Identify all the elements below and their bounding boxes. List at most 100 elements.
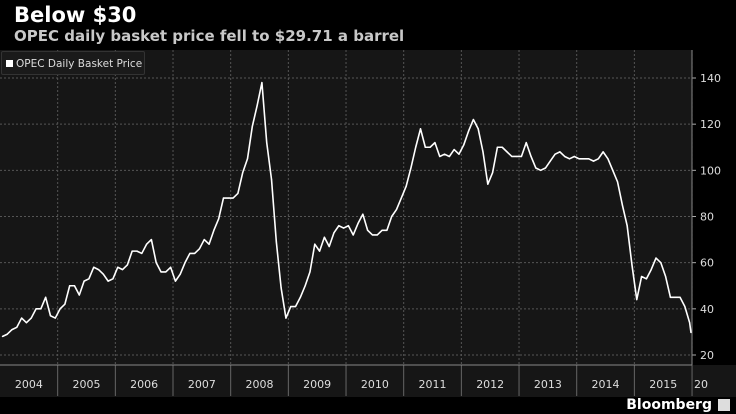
- data-point: [294, 305, 297, 308]
- data-point: [165, 271, 167, 273]
- data-point: [665, 275, 667, 278]
- data-point: [93, 266, 95, 268]
- data-point: [631, 264, 633, 266]
- data-point: [112, 278, 114, 280]
- data-point: [333, 232, 335, 234]
- data-point: [88, 278, 90, 280]
- legend: OPEC Daily Basket Price: [1, 51, 145, 75]
- data-point: [97, 268, 100, 271]
- data-point: [592, 160, 595, 162]
- data-point: [194, 252, 196, 255]
- data-point: [381, 229, 383, 231]
- x-tick-label: 2004: [15, 378, 43, 391]
- data-point: [367, 229, 369, 231]
- data-point: [660, 262, 662, 264]
- data-point: [35, 308, 37, 310]
- data-point: [477, 128, 479, 130]
- data-point: [424, 146, 426, 148]
- data-point: [1, 335, 4, 338]
- data-point: [203, 238, 205, 241]
- data-point: [83, 280, 85, 282]
- data-point: [227, 197, 229, 199]
- x-tick-label: 2009: [303, 378, 331, 391]
- data-point: [602, 151, 604, 153]
- x-tick-label: 2014: [592, 378, 620, 391]
- data-point: [419, 128, 422, 130]
- data-point: [285, 317, 287, 319]
- data-point: [304, 285, 306, 287]
- data-point: [150, 238, 152, 241]
- data-point: [246, 158, 249, 160]
- data-point: [328, 245, 330, 248]
- data-point: [549, 160, 551, 162]
- y-tick-label: 100: [700, 164, 721, 177]
- data-point: [621, 204, 623, 206]
- data-point: [573, 155, 575, 158]
- data-point: [30, 317, 32, 319]
- data-point: [352, 234, 354, 236]
- data-point: [338, 225, 340, 227]
- data-point: [597, 158, 599, 160]
- data-point: [516, 155, 518, 158]
- data-point: [222, 197, 225, 199]
- y-tick-label: 40: [700, 303, 714, 316]
- data-point: [386, 229, 388, 231]
- data-point: [136, 250, 138, 252]
- data-point: [636, 299, 638, 301]
- data-point: [155, 262, 157, 264]
- data-point: [690, 331, 692, 334]
- data-point: [141, 252, 143, 255]
- data-point: [650, 268, 652, 271]
- data-point: [107, 280, 109, 282]
- data-point: [251, 125, 253, 128]
- y-tick-label: 120: [700, 118, 721, 131]
- data-point: [69, 285, 71, 287]
- data-point: [655, 257, 657, 259]
- chart-title: Below $30: [14, 3, 137, 27]
- data-point: [443, 153, 446, 155]
- data-point: [270, 178, 273, 181]
- data-point: [261, 82, 263, 84]
- data-point: [102, 273, 104, 275]
- x-tick-label: 2011: [419, 378, 447, 391]
- data-point: [491, 172, 494, 174]
- data-point: [256, 105, 258, 107]
- bloomberg-chart-icon: [718, 399, 730, 411]
- data-point: [674, 296, 676, 298]
- data-point: [371, 234, 374, 236]
- data-point: [645, 278, 647, 280]
- data-point: [347, 225, 350, 227]
- data-point: [309, 271, 311, 273]
- data-point: [299, 296, 301, 298]
- data-point: [213, 229, 215, 231]
- data-point: [568, 158, 571, 160]
- data-point: [616, 181, 619, 183]
- x-tick-label: 2015: [649, 378, 677, 391]
- data-point: [501, 146, 503, 148]
- y-tick-label: 80: [700, 211, 714, 224]
- data-point: [21, 317, 23, 319]
- data-point: [290, 305, 292, 308]
- data-point: [520, 155, 523, 158]
- x-tick-label: 2012: [476, 378, 504, 391]
- x-tick-label: 2008: [246, 378, 274, 391]
- data-point: [588, 158, 590, 160]
- data-point: [126, 264, 128, 266]
- data-point: [583, 158, 585, 160]
- x-tick-label: 2007: [188, 378, 216, 391]
- legend-label: OPEC Daily Basket Price: [16, 58, 143, 70]
- y-tick-label: 60: [700, 257, 714, 270]
- data-point: [59, 308, 61, 310]
- data-point: [511, 155, 513, 158]
- data-point: [121, 268, 124, 271]
- x-tick-label: 2006: [130, 378, 158, 391]
- data-point: [6, 333, 8, 335]
- data-point: [410, 167, 412, 169]
- data-point: [16, 326, 18, 328]
- data-point: [160, 271, 162, 273]
- data-point: [554, 153, 556, 155]
- data-point: [40, 308, 42, 310]
- data-point: [357, 222, 359, 225]
- data-point: [607, 158, 609, 160]
- data-point: [280, 287, 282, 289]
